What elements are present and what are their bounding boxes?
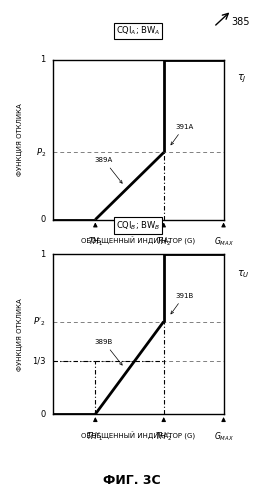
Text: CQI$_B$; BW$_B$: CQI$_B$; BW$_B$ xyxy=(116,220,160,232)
Text: 393A: 393A xyxy=(0,498,1,499)
Text: 387B: 387B xyxy=(0,498,1,499)
Text: $G_{MAX}$: $G_{MAX}$ xyxy=(214,430,234,443)
Text: $TH_1$: $TH_1$ xyxy=(88,236,103,248)
Text: 385: 385 xyxy=(231,17,250,27)
Text: ОБОБЩЕННЫЙ ИНДИКАТОР (G): ОБОБЩЕННЫЙ ИНДИКАТОР (G) xyxy=(81,237,195,245)
Text: 391A: 391A xyxy=(171,124,193,145)
Text: $P_2$: $P_2$ xyxy=(36,146,46,159)
Text: ФИГ. 3С: ФИГ. 3С xyxy=(103,474,160,487)
Text: 1: 1 xyxy=(41,55,46,64)
Text: 389A: 389A xyxy=(95,157,122,183)
Text: $G_{MAX}$: $G_{MAX}$ xyxy=(214,236,234,248)
Text: 387A: 387A xyxy=(0,498,1,499)
Text: 391B: 391B xyxy=(171,292,193,314)
Text: 395A: 395A xyxy=(0,498,1,499)
Text: 1: 1 xyxy=(41,250,46,259)
Text: 395B: 395B xyxy=(0,498,1,499)
Text: 0: 0 xyxy=(41,215,46,224)
Text: 1/3: 1/3 xyxy=(32,356,46,365)
Text: 397: 397 xyxy=(0,498,1,499)
Text: $TH'_2$: $TH'_2$ xyxy=(155,430,173,443)
Text: 397: 397 xyxy=(0,498,1,499)
Text: CQI$_A$; BW$_A$: CQI$_A$; BW$_A$ xyxy=(116,25,160,37)
Text: $TH'_1$: $TH'_1$ xyxy=(87,430,104,443)
Text: 389B: 389B xyxy=(95,339,122,365)
Text: $\tau_U$: $\tau_U$ xyxy=(237,268,250,279)
Text: ФУНКЦИЯ ОТКЛИКА: ФУНКЦИЯ ОТКЛИКА xyxy=(17,103,23,176)
Text: 393B: 393B xyxy=(0,498,1,499)
Text: ОБОБЩЕННЫЙ ИНДИКАТОР (G): ОБОБЩЕННЫЙ ИНДИКАТОР (G) xyxy=(81,432,195,440)
Text: $P'_2$: $P'_2$ xyxy=(33,315,46,328)
Text: 0: 0 xyxy=(41,410,46,419)
Text: $TH_2$: $TH_2$ xyxy=(156,236,171,248)
Text: $\tau_J$: $\tau_J$ xyxy=(237,73,247,85)
Text: ФУНКЦИЯ ОТКЛИКА: ФУНКЦИЯ ОТКЛИКА xyxy=(17,298,23,371)
